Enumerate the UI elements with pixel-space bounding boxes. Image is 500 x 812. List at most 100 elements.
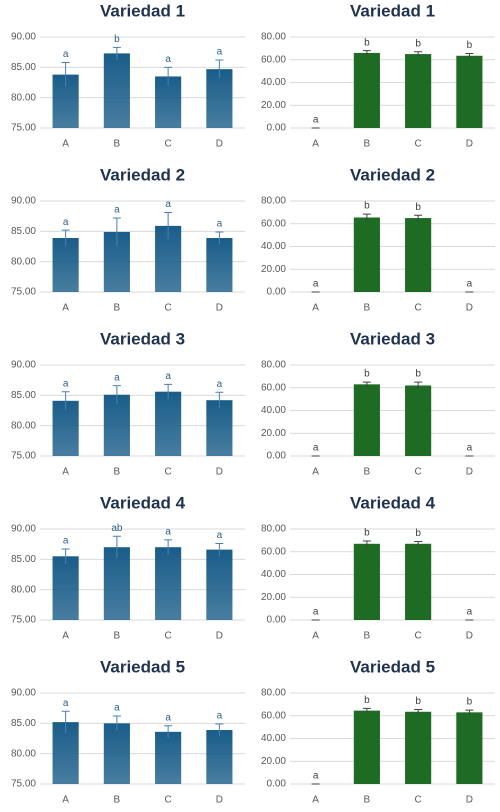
x-tick-label: D xyxy=(216,467,223,478)
y-tick-label: 0.00 xyxy=(267,779,287,790)
y-tick-label: 0.00 xyxy=(267,451,287,462)
bar xyxy=(206,730,233,784)
x-tick-label: D xyxy=(216,631,223,642)
chart-title: Variedad 1 xyxy=(100,1,185,20)
annotation: a xyxy=(165,54,171,65)
bar xyxy=(155,547,182,620)
annotation: a xyxy=(313,115,319,126)
x-tick-label: A xyxy=(312,467,319,478)
x-tick-label: C xyxy=(165,139,172,150)
bar xyxy=(353,217,380,292)
error-bar xyxy=(61,548,70,564)
annotation: a xyxy=(165,371,171,382)
annotation: b xyxy=(467,40,473,51)
annotation: b xyxy=(467,697,473,708)
error-bar xyxy=(164,212,173,240)
annotation: a xyxy=(114,205,120,216)
y-tick-label: 80.00 xyxy=(261,360,286,371)
error-bar xyxy=(215,723,224,737)
bar xyxy=(155,391,182,456)
error-bar xyxy=(61,61,70,87)
x-tick-label: A xyxy=(312,631,319,642)
annotation: a xyxy=(467,607,473,618)
y-tick-label: 0.00 xyxy=(267,123,287,134)
bar xyxy=(206,238,233,292)
y-tick-label: 80.00 xyxy=(11,584,36,595)
error-bar xyxy=(362,50,371,56)
y-tick-label: 80.00 xyxy=(261,688,286,699)
annotation: b xyxy=(114,34,120,45)
x-tick-label: D xyxy=(466,631,473,642)
y-tick-label: 85.00 xyxy=(11,554,36,565)
x-tick-label: C xyxy=(165,467,172,478)
x-tick-label: D xyxy=(466,139,473,150)
y-tick-label: 75.00 xyxy=(11,779,36,790)
x-tick-label: A xyxy=(62,303,69,314)
chart-title: Variedad 5 xyxy=(350,657,435,676)
annotation: b xyxy=(415,202,421,213)
x-tick-label: C xyxy=(415,631,422,642)
annotation: a xyxy=(165,712,171,723)
bar xyxy=(405,218,432,292)
error-bar xyxy=(164,383,173,399)
error-bar xyxy=(164,725,173,738)
error-bar xyxy=(61,229,70,246)
annotation: b xyxy=(364,201,370,212)
chart-title: Variedad 4 xyxy=(100,493,186,512)
x-tick-label: C xyxy=(165,795,172,806)
bar xyxy=(353,543,380,620)
chart-title: Variedad 2 xyxy=(350,165,435,184)
error-bar xyxy=(164,539,173,555)
annotation: a xyxy=(313,771,319,782)
y-tick-label: 0.00 xyxy=(267,615,287,626)
x-tick-label: A xyxy=(62,631,69,642)
error-bar xyxy=(414,381,423,389)
chart-title: Variedad 4 xyxy=(350,493,436,512)
x-tick-label: D xyxy=(466,303,473,314)
x-tick-label: C xyxy=(415,303,422,314)
error-bar xyxy=(414,708,423,715)
x-tick-label: B xyxy=(364,631,371,642)
y-tick-label: 80.00 xyxy=(11,256,36,267)
annotation: a xyxy=(467,279,473,290)
annotation: ab xyxy=(111,523,123,534)
x-tick-label: A xyxy=(312,795,319,806)
annotation: a xyxy=(63,698,69,709)
annotation: b xyxy=(364,528,370,539)
error-bar xyxy=(61,391,70,410)
y-tick-label: 40.00 xyxy=(261,77,286,88)
annotation: b xyxy=(364,369,370,380)
bar xyxy=(353,710,380,784)
annotation: a xyxy=(217,530,223,541)
error-bar xyxy=(215,231,224,245)
x-tick-label: B xyxy=(364,303,371,314)
annotation: a xyxy=(313,279,319,290)
y-tick-label: 85.00 xyxy=(11,62,36,73)
bar xyxy=(103,723,130,784)
error-bar xyxy=(112,715,121,731)
annotation: b xyxy=(415,369,421,380)
error-bar xyxy=(465,52,474,59)
y-tick-label: 60.00 xyxy=(261,710,286,721)
bar xyxy=(155,731,182,784)
chart-title: Variedad 3 xyxy=(100,329,185,348)
y-tick-label: 20.00 xyxy=(261,428,286,439)
annotation: a xyxy=(63,378,69,389)
error-bar xyxy=(112,217,121,246)
y-tick-label: 80.00 xyxy=(11,748,36,759)
x-tick-label: B xyxy=(364,467,371,478)
annotation: b xyxy=(415,528,421,539)
annotation: a xyxy=(217,219,223,230)
annotation: b xyxy=(415,696,421,707)
annotation: a xyxy=(63,217,69,228)
bar xyxy=(405,711,432,784)
annotation: a xyxy=(467,443,473,454)
annotation: b xyxy=(415,38,421,49)
error-bar xyxy=(112,385,121,404)
bar xyxy=(206,69,233,128)
x-tick-label: D xyxy=(216,139,223,150)
bar xyxy=(52,556,79,620)
y-tick-label: 90.00 xyxy=(11,32,36,43)
error-bar xyxy=(215,543,224,556)
x-tick-label: B xyxy=(364,795,371,806)
